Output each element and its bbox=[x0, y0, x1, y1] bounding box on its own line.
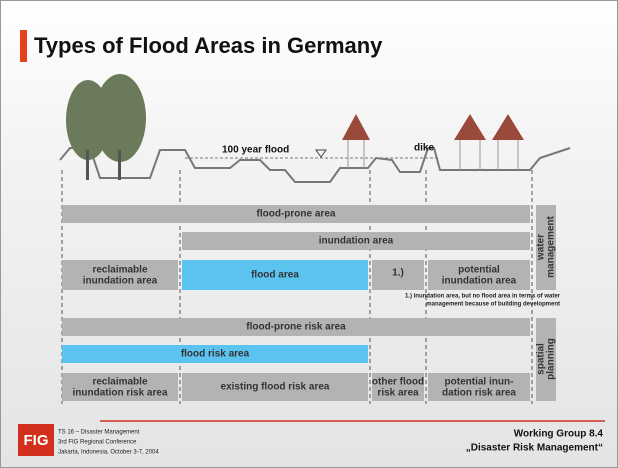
bar-label: inundation area bbox=[83, 276, 158, 287]
bar-label: flood-prone area bbox=[257, 209, 336, 220]
footer-title: Working Group 8.4 bbox=[514, 429, 604, 440]
side-label: planning bbox=[546, 338, 557, 380]
bar-label: reclaimable bbox=[92, 377, 147, 388]
footer-title: „Disaster Risk Management“ bbox=[466, 443, 603, 454]
bar-label: flood risk area bbox=[181, 349, 250, 360]
bar-label: dation risk area bbox=[442, 388, 516, 399]
bar-label: flood-prone risk area bbox=[246, 322, 346, 333]
footer-text: TS 16 – Disaster Management bbox=[58, 430, 140, 436]
footer-text: 3rd FIG Regional Conference bbox=[58, 440, 137, 446]
note: 1.) inundation area, but no flood area i… bbox=[405, 294, 561, 300]
title-accent bbox=[20, 30, 27, 62]
bar-label: risk area bbox=[377, 388, 419, 399]
footer-text: Jakarta, Indonesia, October 3-7, 2004 bbox=[58, 450, 159, 456]
bar-label: inundation area bbox=[442, 276, 517, 287]
bar-label: other flood bbox=[372, 377, 424, 388]
bar-label: inundation risk area bbox=[72, 388, 167, 399]
bar-label: flood area bbox=[251, 270, 299, 281]
bar-label: inundation area bbox=[319, 236, 394, 247]
note: management because of building developme… bbox=[426, 302, 560, 308]
bar-label: 1.) bbox=[392, 268, 404, 279]
bar-label: potential bbox=[458, 265, 500, 276]
side-label: management bbox=[546, 215, 557, 277]
slide: Types of Flood Areas in Germany 100 year… bbox=[0, 0, 618, 468]
dike-label: dike bbox=[414, 143, 434, 154]
title: Types of Flood Areas in Germany bbox=[34, 33, 383, 58]
bar-label: existing flood risk area bbox=[221, 382, 330, 393]
logo: FIG bbox=[24, 432, 49, 449]
bar-label: potential inun- bbox=[445, 377, 514, 388]
bar-label: reclaimable bbox=[92, 265, 147, 276]
flood-label: 100 year flood bbox=[222, 145, 289, 156]
